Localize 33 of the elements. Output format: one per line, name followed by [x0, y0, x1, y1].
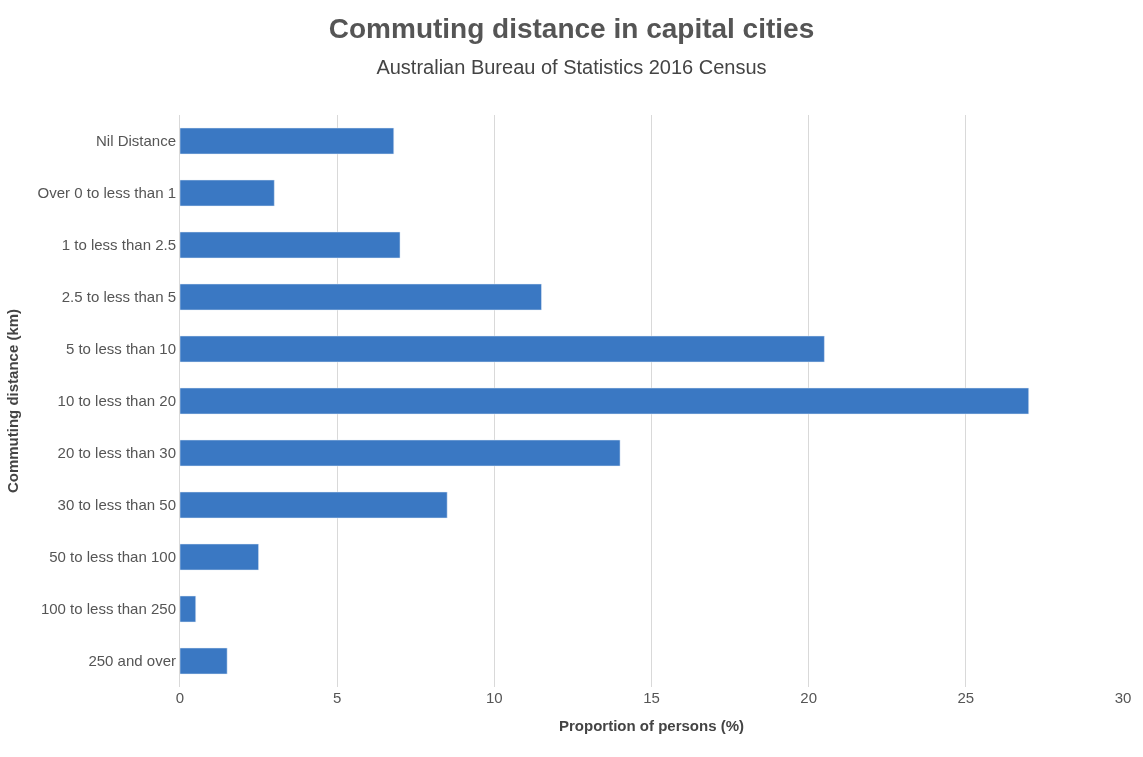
x-tick-label: 5	[333, 689, 342, 706]
bar	[180, 179, 275, 207]
x-tick-label: 0	[175, 689, 185, 706]
bar	[180, 231, 401, 259]
bar	[180, 387, 1029, 415]
y-tick-label: 50 to less than 100	[49, 548, 176, 566]
y-tick-label: 2.5 to less than 5	[61, 288, 176, 306]
bar	[180, 491, 448, 519]
bar	[180, 439, 621, 467]
bar	[180, 127, 394, 155]
bar	[180, 335, 825, 363]
x-tick-label: 15	[643, 689, 660, 706]
y-tick-label: 10 to less than 20	[57, 392, 176, 410]
y-axis-title: Commuting distance (km)	[3, 308, 21, 494]
y-tick-label: 20 to less than 30	[57, 444, 176, 462]
bar	[180, 543, 259, 571]
y-tick-label: 250 and over	[88, 652, 176, 670]
bar	[180, 283, 542, 311]
y-tick-label: 5 to less than 10	[65, 340, 176, 358]
bar	[180, 647, 228, 675]
x-tick-label: 30	[1114, 689, 1132, 706]
y-tick-label: 100 to less than 250	[40, 600, 176, 618]
chart-subtitle: Australian Bureau of Statistics 2016 Census	[376, 56, 767, 79]
y-tick-label: Nil Distance	[95, 132, 176, 150]
x-tick-label: 25	[957, 689, 975, 706]
y-tick-label: 30 to less than 50	[57, 496, 176, 514]
bar	[180, 595, 196, 623]
x-axis-title: Proportion of persons (%)	[559, 717, 744, 734]
y-tick-label: Over 0 to less than 1	[37, 184, 176, 202]
x-tick-label: 10	[485, 689, 503, 706]
x-tick-label: 20	[800, 689, 818, 706]
chart-title: Commuting distance in capital cities	[328, 12, 815, 44]
y-tick-label: 1 to less than 2.5	[61, 236, 176, 254]
